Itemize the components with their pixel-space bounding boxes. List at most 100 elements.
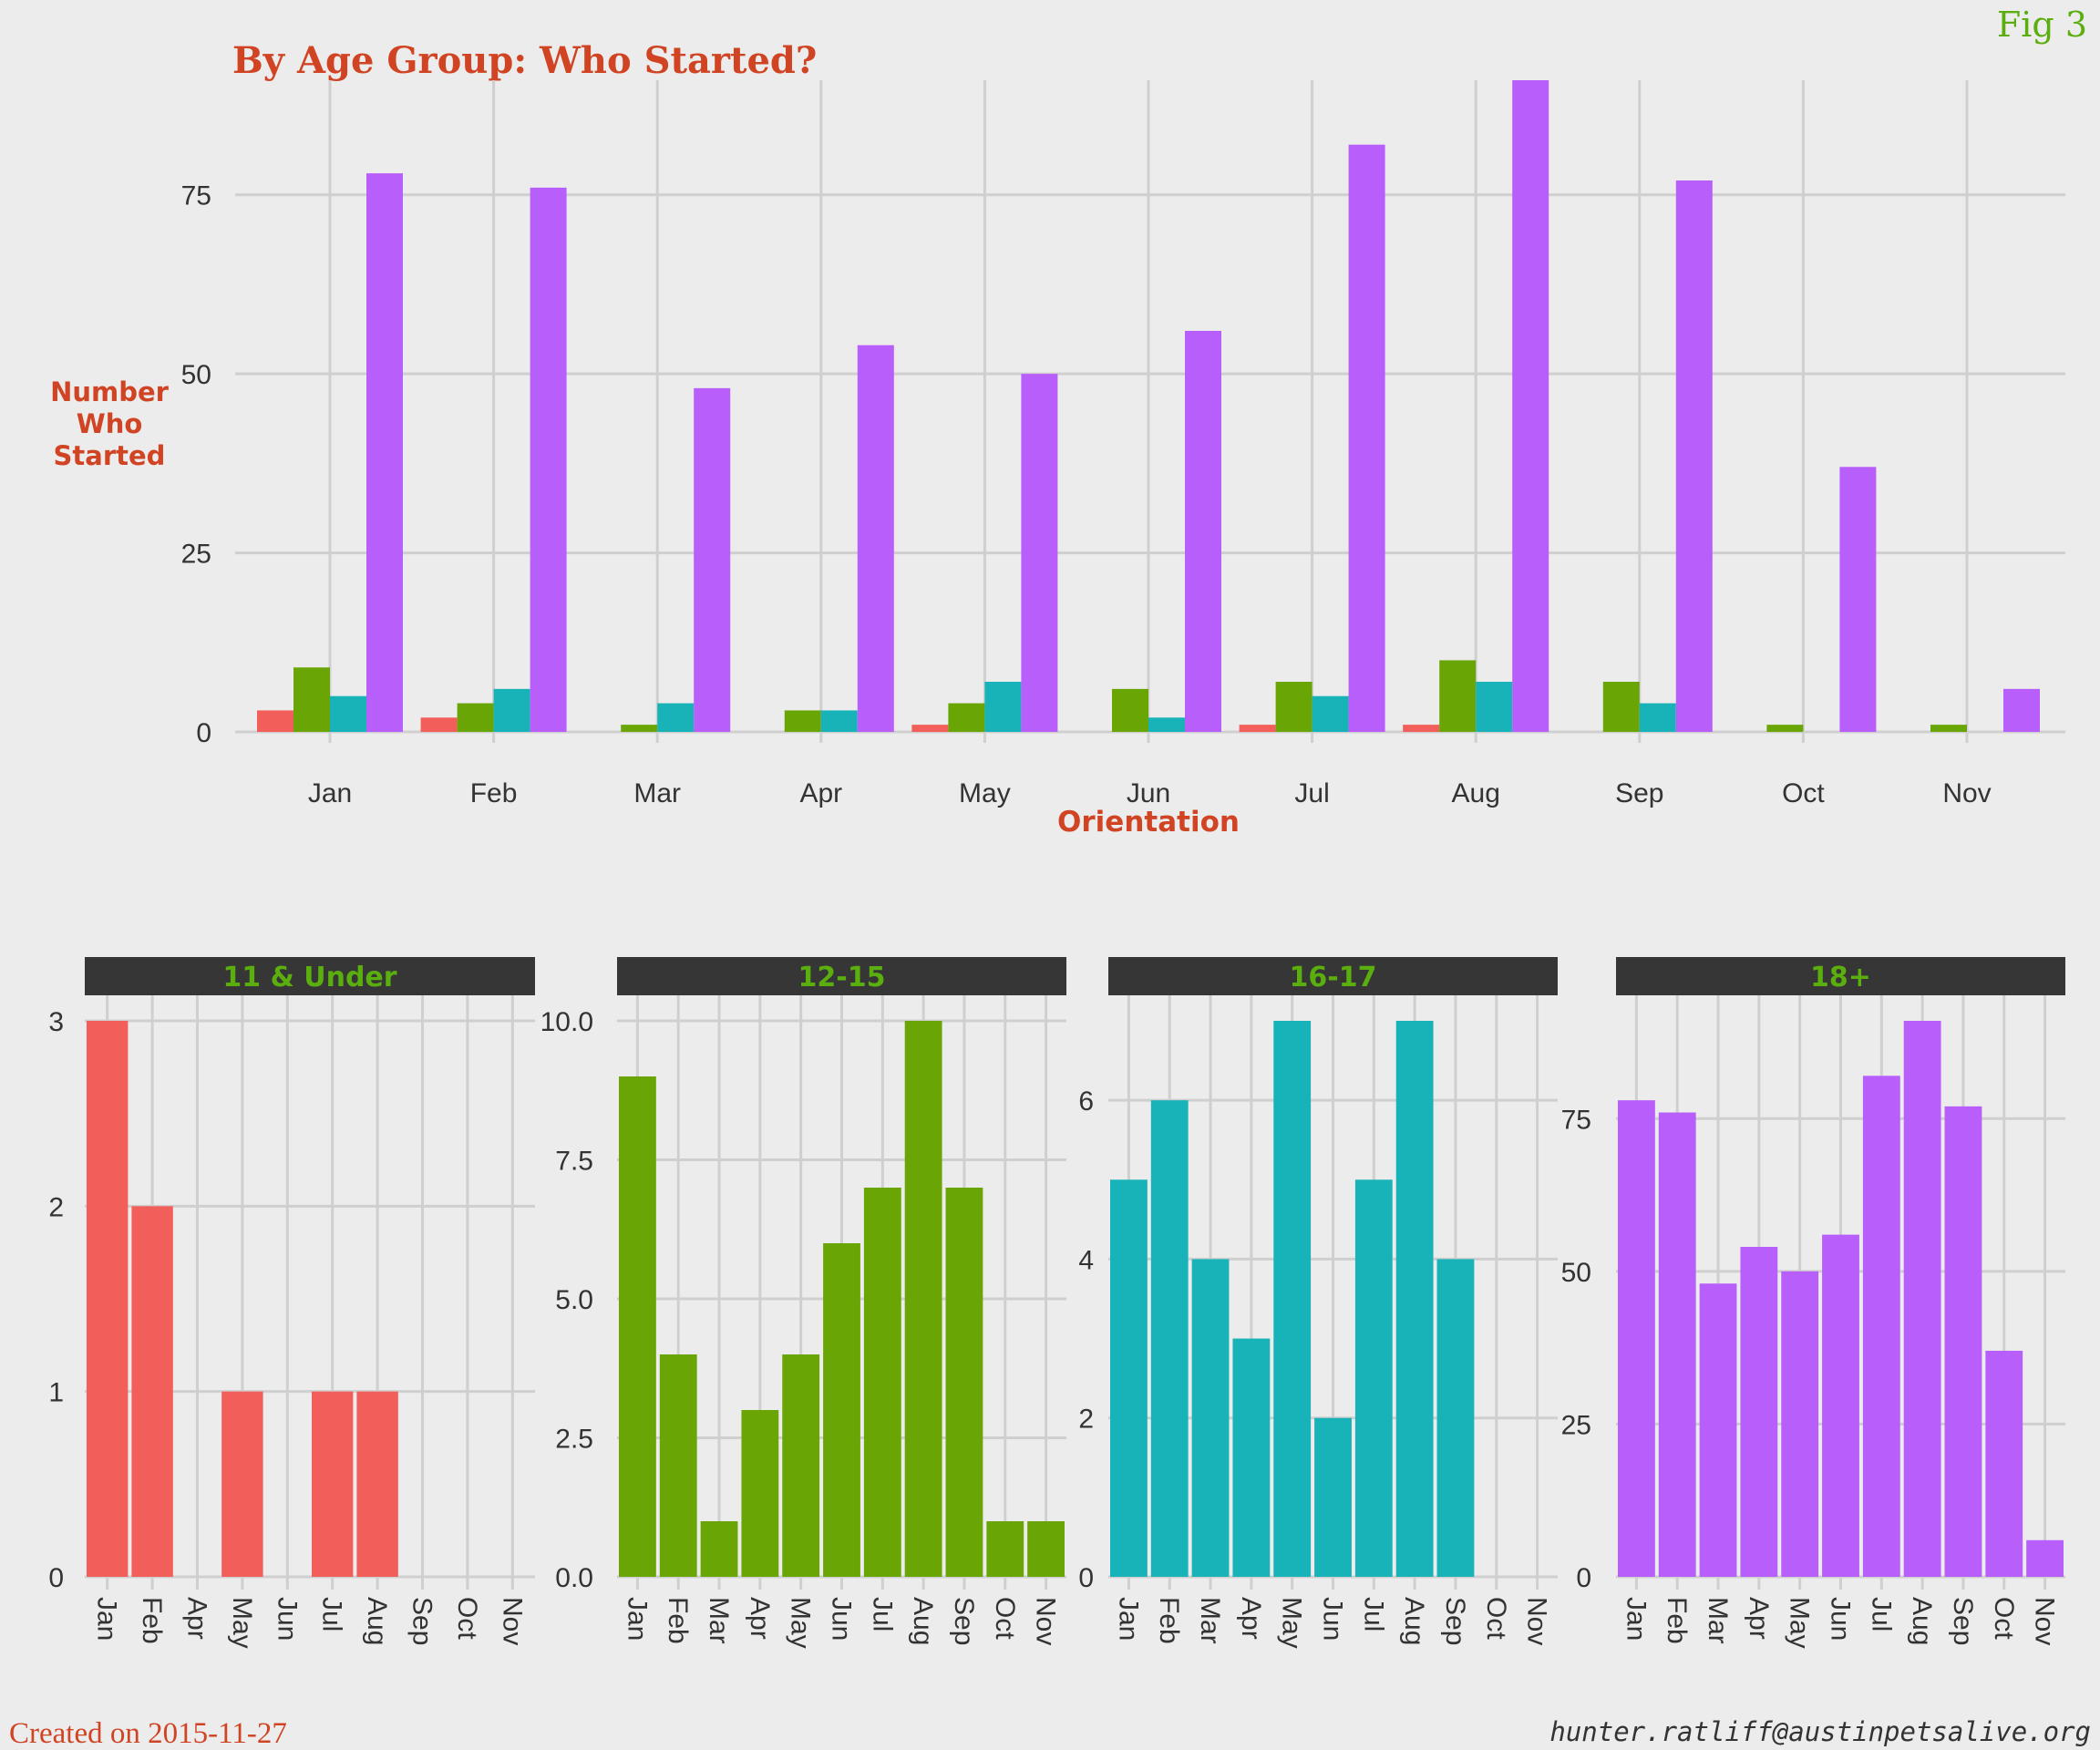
main-bar <box>857 345 894 732</box>
facet-bar <box>945 1188 983 1577</box>
facet-strip <box>617 957 1066 995</box>
main-x-tick-label: May <box>959 778 1011 808</box>
facet-bar <box>131 1206 173 1577</box>
facet-x-tick-label: Sep <box>1440 1597 1470 1645</box>
facet-y-tick-label: 0 <box>48 1563 64 1593</box>
facet-bar <box>1314 1417 1352 1577</box>
main-bar <box>530 187 567 732</box>
main-x-axis-label: Orientation <box>1057 806 1240 839</box>
main-bar <box>1602 682 1640 732</box>
author-email: hunter.ratliff@austinpetsalive.org <box>1549 1716 2091 1747</box>
main-bar <box>657 703 695 732</box>
facet-bar <box>904 1021 942 1577</box>
main-bar <box>457 703 494 732</box>
main-x-tick-label: Aug <box>1452 778 1500 808</box>
facet-x-tick-label: Oct <box>452 1597 482 1640</box>
facet-x-tick-label: Jan <box>622 1597 652 1641</box>
main-bar <box>366 173 403 733</box>
main-bar <box>984 682 1022 732</box>
facet-x-tick-label: Nov <box>1031 1597 1061 1645</box>
facet-x-tick-label: Mar <box>1703 1597 1733 1644</box>
facet-title: 18+ <box>1810 962 1871 993</box>
facet-x-tick-label: Mar <box>704 1597 734 1644</box>
facet-y-tick-label: 0.0 <box>555 1563 593 1593</box>
facet-bar <box>659 1354 697 1577</box>
main-x-tick-label: Sep <box>1615 778 1663 808</box>
facet-bar <box>1110 1179 1148 1577</box>
facet-x-tick-label: Jan <box>92 1597 122 1641</box>
facet-x-tick-label: Nov <box>1522 1597 1552 1645</box>
facet-x-tick-label: Jun <box>1826 1597 1856 1641</box>
facet-strip <box>85 957 535 995</box>
facet-x-tick-label: Apr <box>1744 1597 1774 1640</box>
facet-x-tick-label: May <box>1277 1597 1307 1649</box>
facet-x-tick-label: May <box>786 1597 816 1649</box>
main-x-tick-label: Nov <box>1942 778 1991 808</box>
main-x-tick-label: Apr <box>799 778 842 808</box>
facet-x-tick-label: Jul <box>317 1597 347 1632</box>
facet-strip <box>1108 957 1558 995</box>
facet-y-tick-label: 2.5 <box>555 1425 593 1455</box>
main-bar <box>1930 725 1967 732</box>
facet-x-tick-label: Mar <box>1195 1597 1225 1644</box>
main-bar <box>911 725 949 732</box>
main-bar <box>1312 695 1349 732</box>
facet-bar <box>986 1521 1024 1577</box>
facet-bar <box>1781 1271 1819 1577</box>
facet-panel: 16-17 0 2 4 6 Jan Feb Mar Apr May Jun Jul Aug Sep Oct N… <box>1078 957 1558 1649</box>
main-chart: 0 25 50 75 Jan Feb Mar Apr May Jun Jul Aug Sep Oct Nov <box>181 80 2065 808</box>
facet-x-tick-label: May <box>1785 1597 1815 1649</box>
facet-bar <box>1903 1021 1941 1577</box>
facet-bar <box>1436 1259 1475 1577</box>
facet-bar <box>312 1391 354 1577</box>
facet-bar <box>1618 1100 1655 1577</box>
main-bar <box>1148 717 1185 732</box>
main-bar <box>1021 374 1058 732</box>
facet-x-tick-label: Aug <box>908 1597 938 1645</box>
created-date: Created on 2015-11-27 <box>9 1717 287 1750</box>
facet-x-tick-label: Oct <box>1989 1597 2019 1640</box>
main-bar <box>1839 467 1877 732</box>
facet-x-tick-label: Feb <box>663 1597 693 1644</box>
facet-x-tick-label: Feb <box>137 1597 167 1644</box>
facet-bar <box>863 1188 901 1577</box>
main-y-tick-label: 75 <box>181 181 211 211</box>
main-bar <box>1439 660 1477 732</box>
facet-x-tick-label: Sep <box>407 1597 438 1645</box>
facet-bar <box>1944 1106 1982 1577</box>
main-bar <box>1348 144 1385 732</box>
main-x-tick-label: Oct <box>1782 778 1825 808</box>
main-bar <box>1403 725 1440 732</box>
facet-x-tick-label: Feb <box>1154 1597 1184 1644</box>
main-bar <box>1275 682 1312 732</box>
facet-bar <box>2026 1539 2064 1577</box>
facet-y-tick-label: 50 <box>1561 1258 1591 1288</box>
facet-x-tick-label: Sep <box>949 1597 979 1645</box>
main-bar <box>1239 725 1276 732</box>
facet-bar <box>1985 1350 2023 1577</box>
facet-y-tick-label: 3 <box>48 1007 64 1037</box>
main-bar <box>1112 688 1148 732</box>
facet-x-tick-label: Feb <box>1662 1597 1692 1644</box>
facet-bar <box>1232 1338 1271 1577</box>
facet-bar <box>1027 1521 1065 1577</box>
facet-x-tick-label: May <box>227 1597 257 1649</box>
facet-x-tick-label: Apr <box>1236 1597 1266 1640</box>
facet-panels: 11 & Under 0 1 2 3 Jan Feb Apr May Jun Jul Aug Sep Oc… <box>48 957 2065 1649</box>
facet-strip <box>1616 957 2065 995</box>
main-bar <box>493 688 530 732</box>
main-bar <box>1766 725 1804 732</box>
facet-x-tick-label: Apr <box>182 1597 212 1640</box>
facet-x-tick-label: Jul <box>867 1597 897 1632</box>
facet-y-tick-label: 2 <box>48 1192 64 1222</box>
facet-x-tick-label: Aug <box>362 1597 392 1645</box>
facet-y-tick-label: 10.0 <box>540 1007 593 1037</box>
main-bar <box>621 725 658 732</box>
main-y-tick-label: 50 <box>181 360 211 390</box>
main-bar <box>948 703 985 732</box>
main-x-tick-label: Jun <box>1127 778 1170 808</box>
main-bar <box>293 667 330 732</box>
facet-bar <box>221 1391 263 1577</box>
